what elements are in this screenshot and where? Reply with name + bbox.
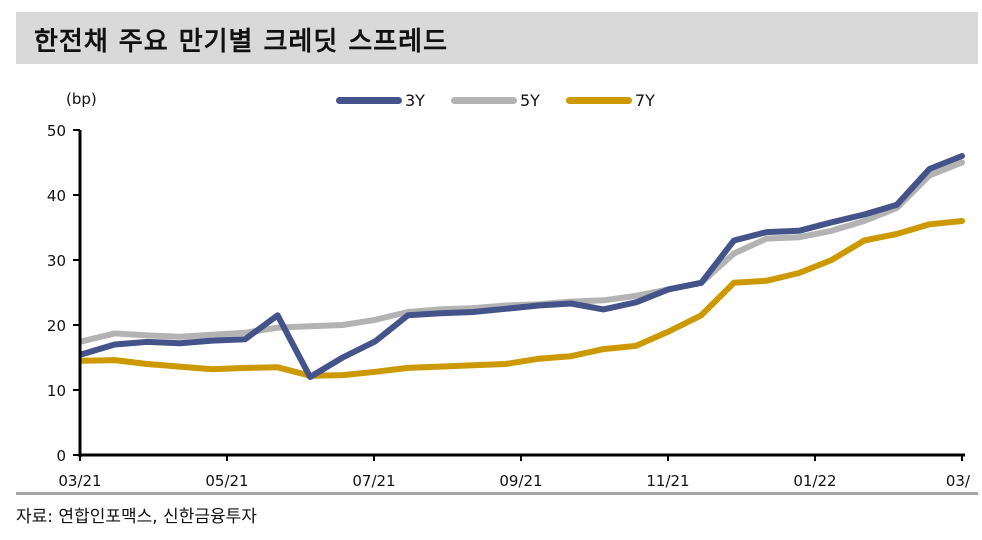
series-line-3y [79, 153, 965, 380]
series-line-7y [79, 218, 965, 379]
y-tick-label: 50 [47, 122, 66, 140]
line-chart: 0 10 20 30 40 50 03/21 05/21 07/21 09/21 11/21 01/… [47, 122, 971, 490]
y-tick-label: 40 [47, 187, 66, 205]
x-tick-label: 07/21 [352, 472, 395, 490]
title-bar: 한전채 주요 만기별 크레딧 스프레드 [16, 12, 978, 64]
legend-item-5y: 5Y [450, 90, 540, 110]
legend-item-7y: 7Y [565, 90, 655, 110]
legend-label-7y: 7Y [634, 90, 655, 110]
legend-swatch-7y [565, 96, 632, 104]
x-tick-label: 01/22 [793, 472, 836, 490]
x-tick-label: 11/21 [646, 472, 689, 490]
x-tick-label: 03/ [946, 472, 971, 490]
source-divider [16, 492, 978, 495]
y-tick-label: 10 [47, 382, 66, 400]
chart-title: 한전채 주요 만기별 크레딧 스프레드 [34, 27, 449, 57]
x-tick-label: 09/21 [499, 472, 542, 490]
source-note: 자료: 연합인포맥스, 신한금융투자 [16, 507, 257, 527]
legend-label-3y: 3Y [405, 90, 425, 110]
x-axis: 03/21 05/21 07/21 09/21 11/21 01/22 03/ [58, 455, 971, 490]
legend: 3Y 5Y 7Y [336, 90, 681, 110]
legend-swatch-3y [336, 96, 402, 104]
legend-item-3y: 3Y [336, 91, 425, 110]
series-line-5y [79, 159, 965, 345]
y-axis-unit-label: (bp) [66, 90, 97, 108]
legend-swatch-5y [450, 96, 517, 104]
y-tick-label: 20 [47, 317, 66, 335]
plot-area [79, 153, 965, 380]
y-axis: 0 10 20 30 40 50 [47, 122, 80, 465]
legend-label-5y: 5Y [519, 90, 540, 110]
x-tick-label: 03/21 [58, 472, 101, 490]
y-tick-label: 30 [47, 252, 66, 270]
y-tick-label: 0 [56, 447, 66, 465]
x-tick-label: 05/21 [205, 472, 248, 490]
